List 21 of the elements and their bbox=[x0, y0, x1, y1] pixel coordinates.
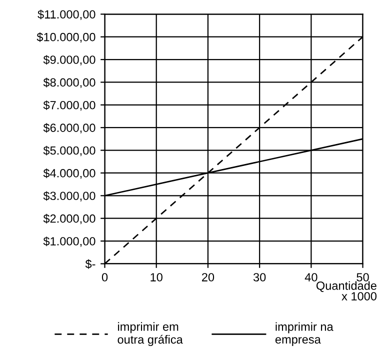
legend-label: imprimir em outra gráfica bbox=[118, 322, 183, 346]
y-tick-label: $3.000,00 bbox=[43, 191, 96, 202]
y-tick-label: $- bbox=[85, 259, 96, 269]
x-tick-label: 30 bbox=[253, 273, 266, 282]
y-tick-label: $11.000,00 bbox=[38, 10, 96, 20]
y-tick-label: $10.000,00 bbox=[36, 32, 96, 43]
x-tick-label: 50 bbox=[356, 273, 369, 282]
legend-label: imprimir na empresa bbox=[275, 322, 334, 346]
y-tick-label: $7.000,00 bbox=[43, 100, 96, 111]
y-tick-label: $5.000,00 bbox=[43, 146, 96, 156]
x-tick-label: 20 bbox=[202, 273, 214, 282]
y-tick-label: $6.000,00 bbox=[43, 123, 96, 134]
x-tick-label: 10 bbox=[150, 273, 162, 282]
x-tick-label: 0 bbox=[102, 273, 108, 282]
y-tick-label: $9.000,00 bbox=[43, 55, 96, 66]
y-tick-label: $1.000,00 bbox=[43, 236, 96, 247]
x-axis-title: Quantidade x 1000 bbox=[316, 281, 377, 300]
x-tick-label: 40 bbox=[304, 273, 318, 282]
y-tick-label: $2.000,00 bbox=[43, 214, 96, 224]
y-tick-label: $8.000,00 bbox=[43, 78, 96, 88]
y-tick-label: $4.000,00 bbox=[43, 168, 96, 179]
